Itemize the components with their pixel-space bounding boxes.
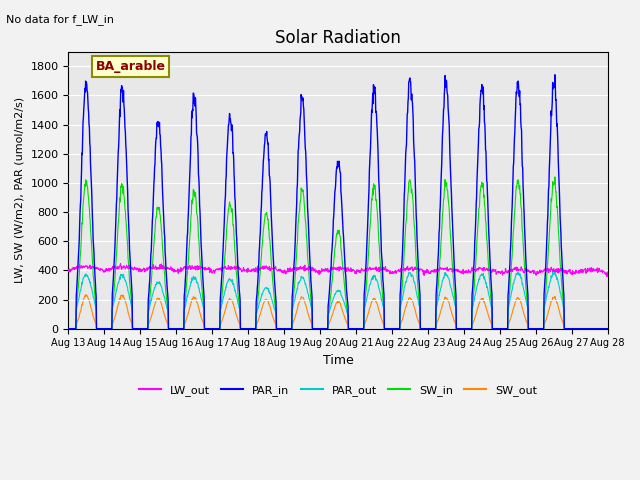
Text: BA_arable: BA_arable	[95, 60, 165, 73]
Text: No data for f_LW_in: No data for f_LW_in	[6, 14, 115, 25]
Y-axis label: LW, SW (W/m2), PAR (umol/m2/s): LW, SW (W/m2), PAR (umol/m2/s)	[15, 97, 25, 283]
X-axis label: Time: Time	[323, 354, 353, 367]
Legend: LW_out, PAR_in, PAR_out, SW_in, SW_out: LW_out, PAR_in, PAR_out, SW_in, SW_out	[134, 381, 542, 401]
Title: Solar Radiation: Solar Radiation	[275, 29, 401, 48]
